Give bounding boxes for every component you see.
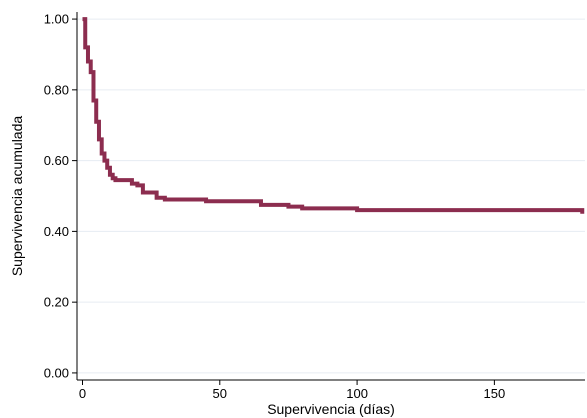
y-axis-label: Supervivencia acumulada [9,116,25,277]
x-tick-label: 50 [213,386,227,401]
x-tick-label: 150 [484,386,506,401]
y-tick-label: 0.40 [44,224,69,239]
x-tick-label: 0 [79,386,86,401]
axes [76,12,585,381]
x-ticks: 0 50 100 150 [79,380,505,401]
y-tick-label: 0.20 [44,295,69,310]
y-tick-label: 0.00 [44,365,69,380]
y-tick-label: 0.80 [44,82,69,97]
y-tick-label: 0.60 [44,153,69,168]
y-ticks: 0.00 0.20 0.40 0.60 0.80 1.00 [44,12,77,380]
x-axis-label: Supervivencia (días) [267,401,395,417]
x-tick-label: 100 [346,386,368,401]
grid-lines [77,18,585,374]
survival-step-line-0 [82,17,585,214]
y-tick-label: 1.00 [44,12,69,27]
series-layer [82,17,585,214]
